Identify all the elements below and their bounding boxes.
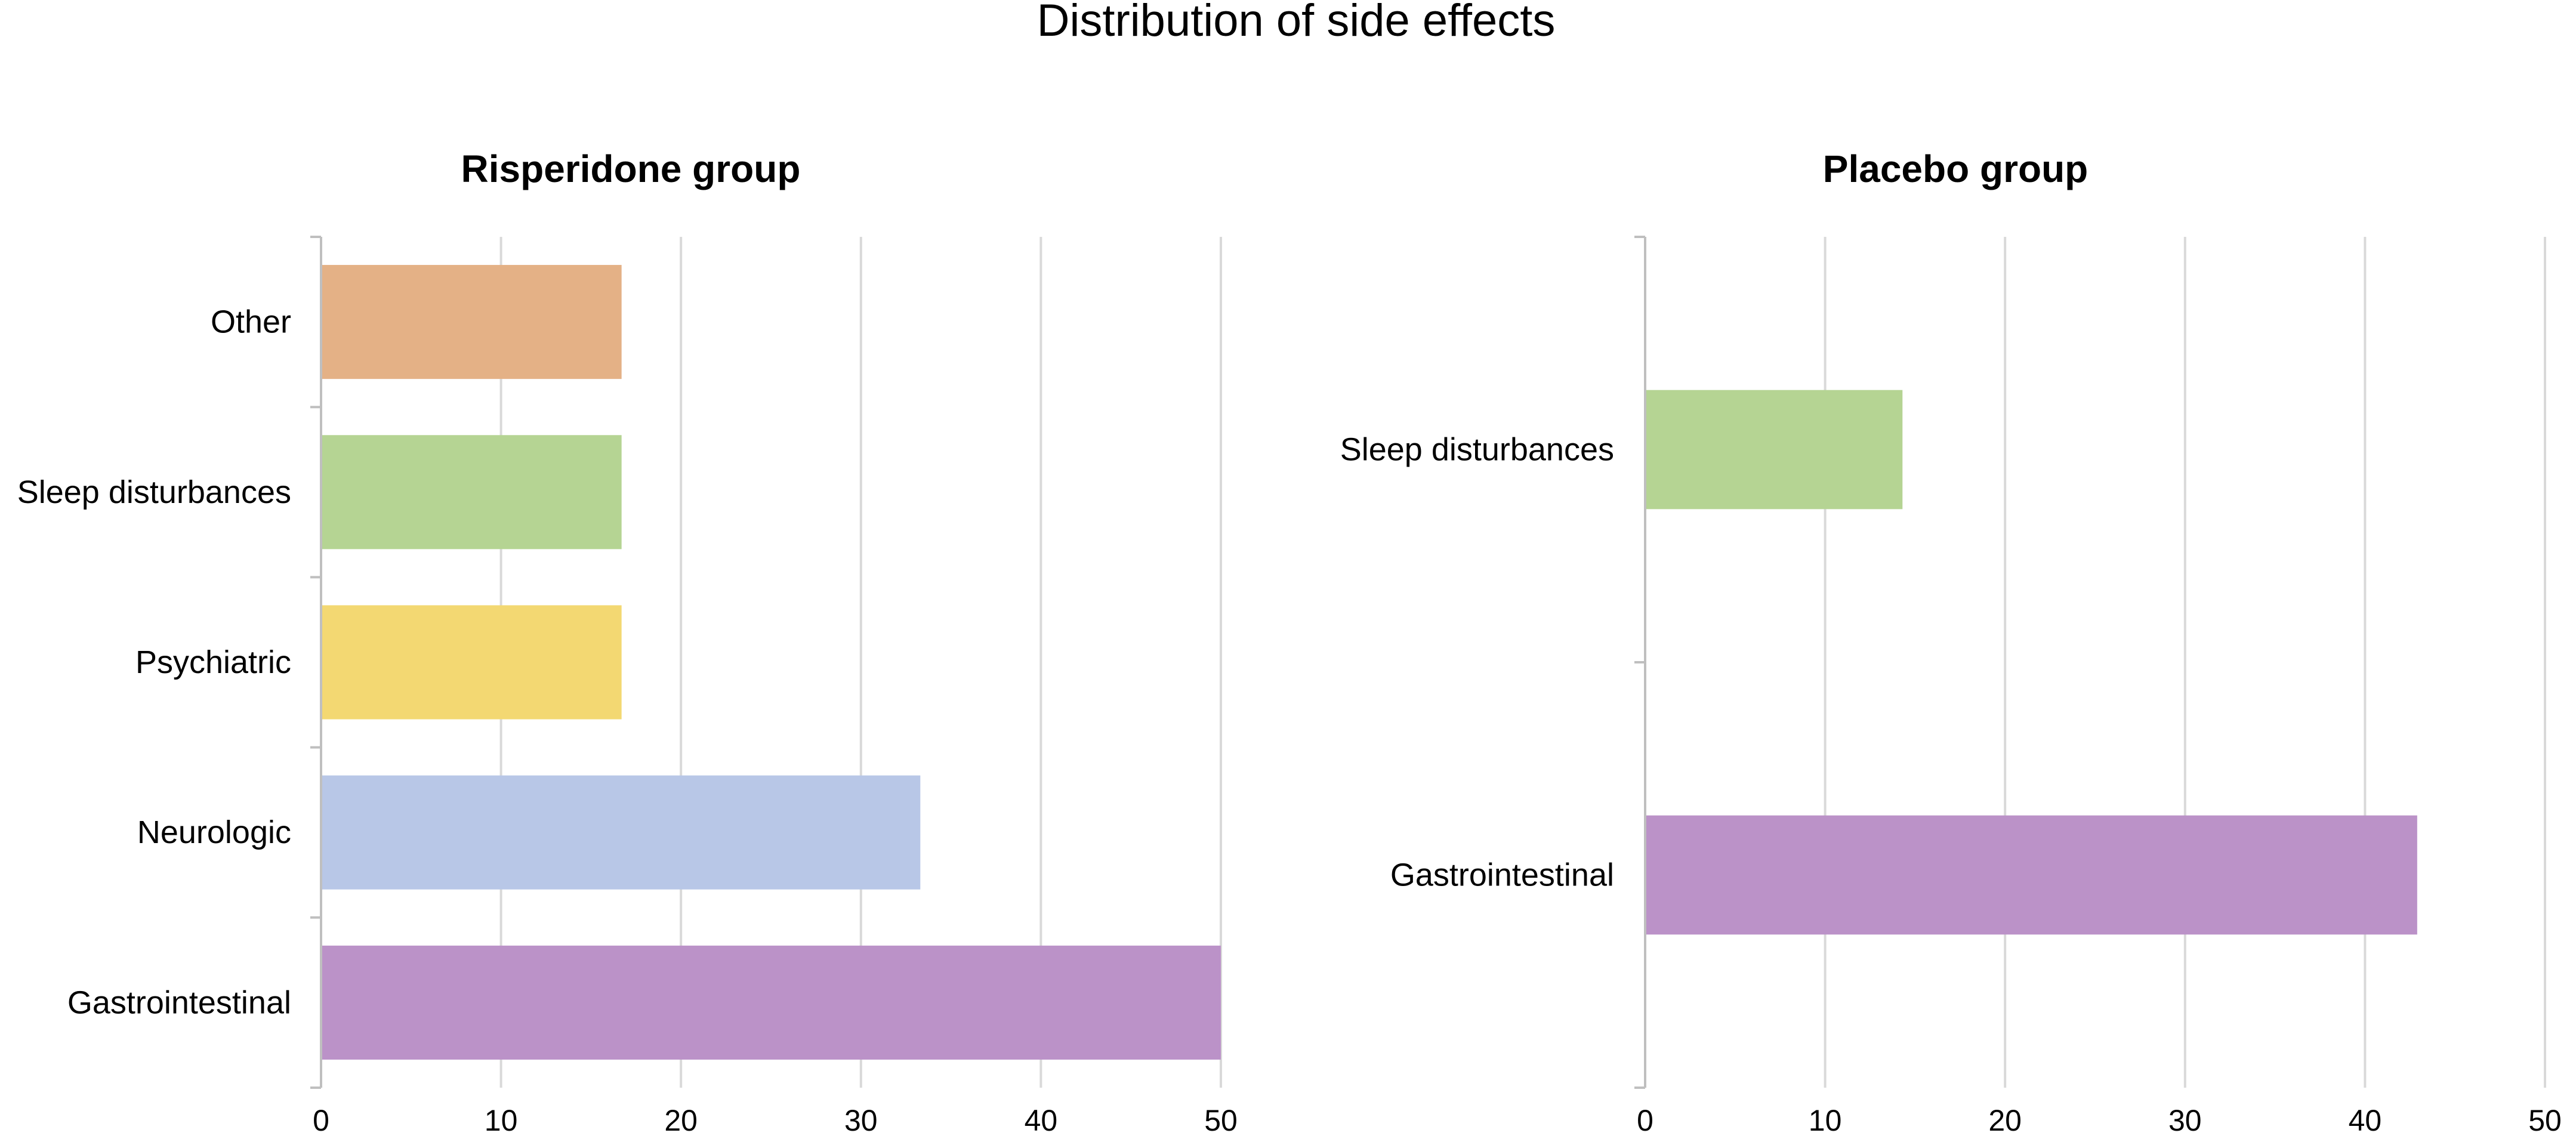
risperidone-bars	[322, 265, 1221, 1060]
placebo-bars	[1646, 390, 2417, 935]
risperidone-x-tick-30: 30	[844, 1104, 878, 1137]
risperidone-x-tick-10: 10	[485, 1104, 518, 1137]
placebo-label-sleep-disturbances: Sleep disturbances	[1340, 432, 1614, 468]
risperidone-panel-title: Risperidone group	[461, 147, 801, 190]
risperidone-bar-psychiatric	[322, 605, 622, 720]
placebo-x-tick-50: 50	[2528, 1104, 2562, 1137]
placebo-x-tick-20: 20	[1988, 1104, 2022, 1137]
risperidone-y-axis	[310, 236, 322, 1089]
placebo-panel: Placebo group Sleep disturbances Gastroin…	[1340, 147, 2562, 1137]
risperidone-panel: Risperidone group Other Sleep disturbance…	[17, 147, 1238, 1137]
placebo-gridlines	[1824, 237, 2546, 1088]
risperidone-label-other: Other	[211, 304, 291, 340]
placebo-x-tick-30: 30	[2168, 1104, 2202, 1137]
risperidone-bar-gastrointestinal	[322, 945, 1221, 1060]
risperidone-category-labels: Other Sleep disturbances Psychiatric Neurol…	[17, 304, 291, 1021]
risperidone-bar-sleep-disturbances	[322, 435, 622, 550]
placebo-bar-sleep-disturbances	[1646, 390, 1903, 510]
risperidone-x-tick-40: 40	[1025, 1104, 1058, 1137]
risperidone-label-sleep-disturbances: Sleep disturbances	[17, 474, 291, 510]
risperidone-x-tick-labels: 0 10 20 30 40 50	[313, 1104, 1238, 1137]
figure-title: Distribution of side effects	[1037, 0, 1556, 46]
placebo-x-tick-10: 10	[1809, 1104, 1842, 1137]
placebo-y-axis	[1634, 236, 1646, 1089]
placebo-panel-title: Placebo group	[1823, 147, 2088, 190]
risperidone-x-tick-0: 0	[313, 1104, 329, 1137]
risperidone-bar-neurologic	[322, 775, 921, 890]
risperidone-label-gastrointestinal: Gastrointestinal	[67, 984, 291, 1020]
risperidone-x-tick-50: 50	[1204, 1104, 1238, 1137]
placebo-label-gastrointestinal: Gastrointestinal	[1390, 857, 1614, 893]
risperidone-label-neurologic: Neurologic	[137, 814, 291, 850]
risperidone-x-tick-20: 20	[664, 1104, 698, 1137]
risperidone-label-psychiatric: Psychiatric	[135, 644, 291, 680]
placebo-x-tick-0: 0	[1637, 1104, 1653, 1137]
placebo-x-tick-labels: 0 10 20 30 40 50	[1637, 1104, 2562, 1137]
placebo-x-tick-40: 40	[2349, 1104, 2382, 1137]
placebo-category-labels: Sleep disturbances Gastrointestinal	[1340, 432, 1614, 893]
placebo-bar-gastrointestinal	[1646, 815, 2417, 935]
risperidone-bar-other	[322, 265, 622, 379]
